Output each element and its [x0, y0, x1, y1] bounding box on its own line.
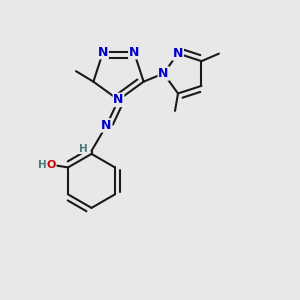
Text: N: N: [101, 119, 112, 132]
Text: N: N: [98, 46, 108, 59]
Text: O: O: [46, 160, 56, 170]
Text: HO: HO: [38, 160, 56, 170]
Text: N: N: [158, 67, 169, 80]
Text: N: N: [173, 47, 183, 60]
Text: N: N: [113, 93, 124, 106]
Text: H: H: [38, 160, 46, 170]
Text: H: H: [79, 143, 88, 154]
Text: N: N: [129, 46, 139, 59]
